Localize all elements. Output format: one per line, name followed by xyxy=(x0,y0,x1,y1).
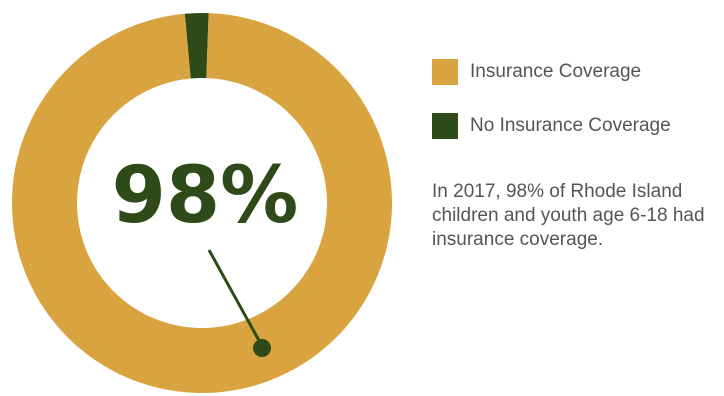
legend-label-no-insurance-coverage: No Insurance Coverage xyxy=(470,115,671,136)
center-percentage-label: 98% xyxy=(112,151,299,241)
donut-chart: 98% xyxy=(12,12,393,393)
legend-item-insurance-coverage: Insurance Coverage xyxy=(432,58,671,86)
legend-label-insurance-coverage: Insurance Coverage xyxy=(470,61,642,82)
legend-swatch-no-insurance-coverage xyxy=(432,113,458,139)
legend: Insurance Coverage No Insurance Coverage xyxy=(432,58,671,166)
pointer-line xyxy=(207,249,271,357)
slice-no-insurance-coverage xyxy=(184,12,209,79)
donut-slices xyxy=(12,12,393,393)
legend-item-no-insurance-coverage: No Insurance Coverage xyxy=(432,112,671,140)
slice-insurance-coverage xyxy=(12,13,393,393)
legend-swatch-insurance-coverage xyxy=(432,59,458,85)
caption-text: In 2017, 98% of Rhode Island children an… xyxy=(432,181,705,250)
pointer-dot xyxy=(253,339,271,357)
